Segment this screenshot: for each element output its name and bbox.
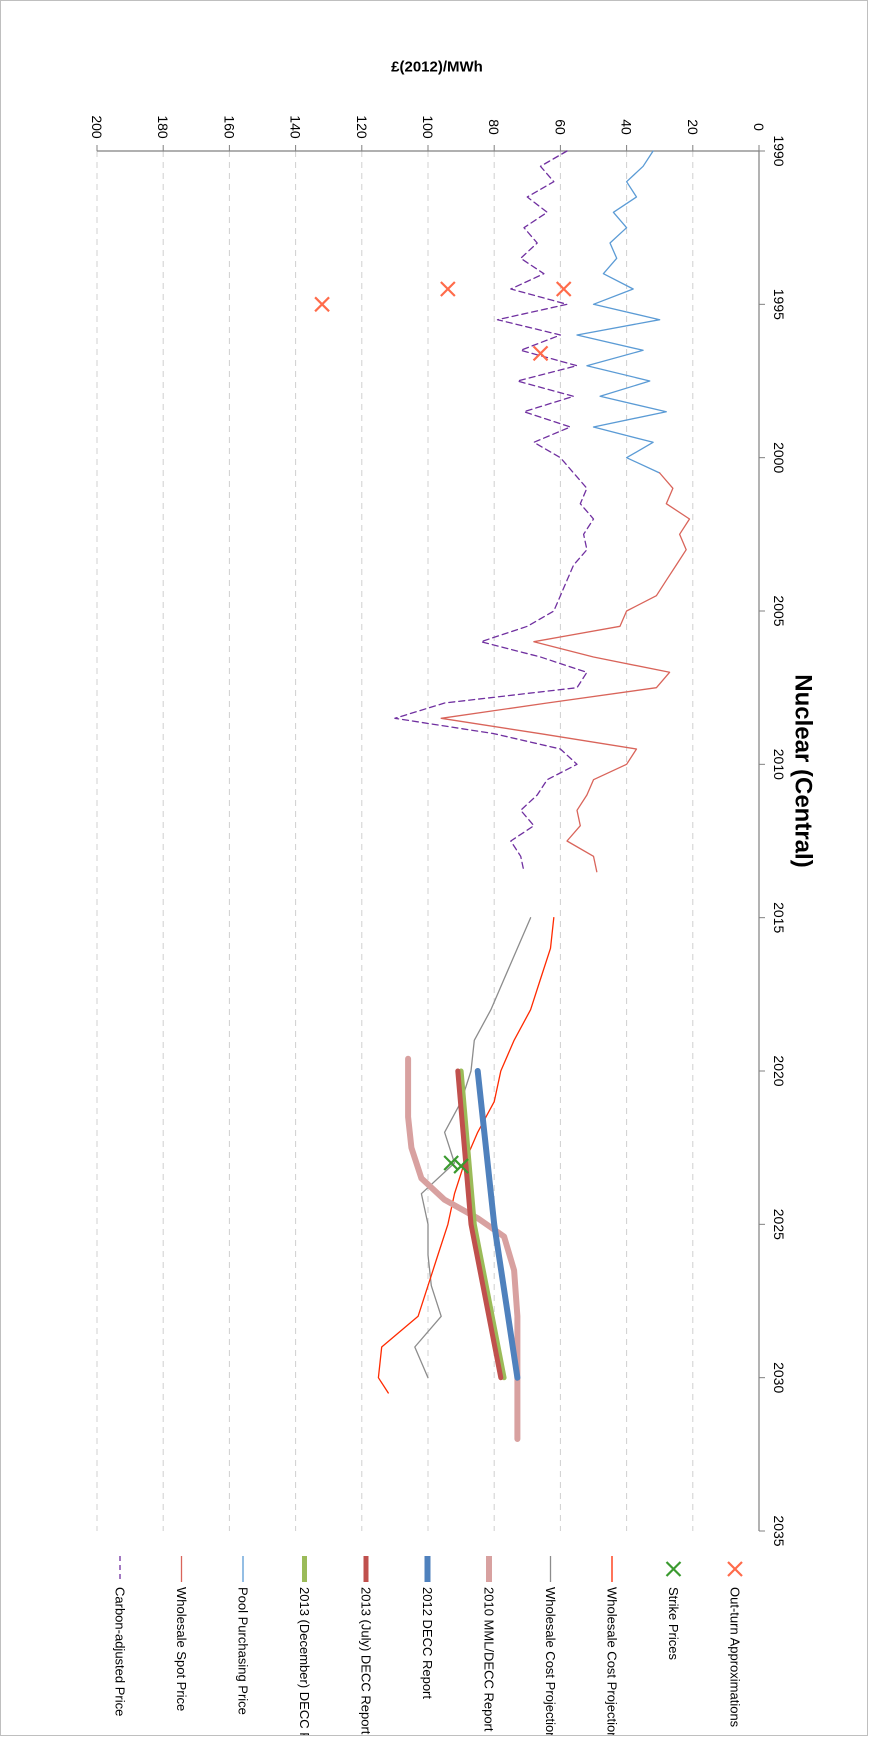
x-tick-label: 2005	[771, 595, 787, 626]
x-tick-label: 2010	[771, 749, 787, 780]
series-line	[455, 1068, 504, 1381]
series-carbon-adjusted-price	[394, 150, 595, 873]
point-marker-stroke-b	[453, 1158, 469, 1174]
legend-swatch	[727, 1561, 743, 1577]
y-tick-label: 80	[486, 119, 502, 135]
chart-title: Nuclear (Central)	[790, 674, 817, 867]
legend-item: Strike Prices	[665, 1561, 682, 1660]
series-out-turn-approximations	[314, 281, 572, 362]
point-marker	[443, 1155, 459, 1171]
legend-item: Wholesale Cost Projection (Baseline)	[605, 1556, 620, 1735]
legend-item: 2013 (July) DECC Report	[359, 1556, 374, 1735]
y-tick-label: 40	[619, 119, 635, 135]
x-tick-label: 1990	[771, 135, 787, 166]
x-tick-label: 2030	[771, 1362, 787, 1393]
y-tick-label: 20	[685, 119, 701, 135]
legend-label: 2013 (July) DECC Report	[359, 1587, 374, 1735]
legend-label: Wholesale Cost Projection (Baseline)	[605, 1587, 620, 1735]
series-strike-prices	[443, 1155, 469, 1174]
series-wholesale-cost-projection-scenario-3	[414, 917, 532, 1379]
legend-swatch-stroke-b	[665, 1561, 682, 1577]
legend-item: 2010 MML/DECC Report	[482, 1556, 497, 1732]
legend-item: 2013 (December) DECC Report	[297, 1556, 312, 1735]
point-marker	[555, 281, 572, 297]
legend-label: 2012 DECC Report	[420, 1587, 435, 1699]
y-axis-title: £(2012)/MWh	[391, 59, 483, 76]
legend-swatch	[665, 1561, 682, 1577]
legend-label: Wholesale Spot Price	[174, 1587, 189, 1711]
gridlines	[96, 151, 694, 1531]
series-2010-mml-decc-report	[405, 1055, 521, 1442]
legend-item: Wholesale Cost Projection (Scenario 3)	[543, 1556, 558, 1735]
series-line	[394, 150, 595, 873]
legend-item: Carbon-adjusted Price	[113, 1556, 128, 1716]
series-2012-decc-report	[474, 1068, 521, 1381]
series-line	[405, 1055, 521, 1442]
y-tick-label: 120	[354, 115, 370, 139]
legend-label: Pool Purchasing Price	[236, 1587, 251, 1715]
titles: £(2012)/MWh Nuclear (Central)	[391, 59, 816, 868]
legend-label: Wholesale Cost Projection (Scenario 3)	[543, 1587, 558, 1735]
x-tick-label: 2025	[771, 1209, 787, 1240]
series-2013-december-decc-report	[458, 1068, 507, 1381]
tick-labels: 1990199520002005201020152020202520302035…	[89, 115, 787, 1546]
legend-label: Strike Prices	[666, 1587, 681, 1660]
point-marker	[532, 345, 549, 362]
series-line	[440, 472, 691, 873]
y-tick-label: 180	[155, 115, 171, 139]
series-line	[474, 1068, 521, 1381]
x-tick-label: 2000	[771, 442, 787, 473]
legend-label: 2010 MML/DECC Report	[482, 1587, 497, 1732]
y-tick-label: 100	[420, 115, 436, 139]
point-marker-stroke-b	[532, 345, 549, 362]
legend-label: Out-turn Approximations	[728, 1587, 743, 1728]
x-tick-label: 1995	[771, 289, 787, 320]
point-marker-stroke-b	[314, 296, 330, 313]
point-marker-stroke-b	[440, 281, 456, 297]
legend-item: Wholesale Spot Price	[174, 1556, 189, 1711]
series-pool-purchasing-price	[576, 150, 667, 474]
series-line	[414, 917, 532, 1379]
series-2013-july-decc-report	[455, 1068, 504, 1381]
point-marker	[440, 281, 456, 297]
y-tick-label: 200	[89, 115, 105, 139]
legend-item: Pool Purchasing Price	[236, 1556, 251, 1715]
legend-item: 2012 DECC Report	[420, 1556, 435, 1699]
legend-item: Out-turn Approximations	[727, 1561, 743, 1728]
series-layer	[314, 150, 691, 1442]
y-tick-label: 60	[552, 119, 568, 135]
legend-swatch-stroke-b	[727, 1561, 743, 1577]
x-tick-label: 2015	[771, 902, 787, 933]
axes	[96, 145, 765, 1532]
x-tick-label: 2035	[771, 1515, 787, 1546]
series-line	[458, 1068, 507, 1381]
point-marker	[314, 296, 330, 313]
y-tick-label: 140	[288, 115, 304, 139]
point-marker	[453, 1158, 469, 1174]
legend: Out-turn Approximations Strike Prices Whol…	[113, 1556, 743, 1735]
x-tick-label: 2020	[771, 1055, 787, 1086]
point-marker-stroke-b	[555, 281, 572, 297]
series-line	[576, 150, 667, 474]
legend-label: Carbon-adjusted Price	[113, 1587, 128, 1716]
series-wholesale-spot-price	[440, 472, 691, 873]
point-marker-stroke-b	[443, 1155, 459, 1171]
y-tick-label: 160	[221, 115, 237, 139]
y-tick-label: 0	[751, 123, 767, 131]
legend-label: 2013 (December) DECC Report	[297, 1587, 312, 1735]
